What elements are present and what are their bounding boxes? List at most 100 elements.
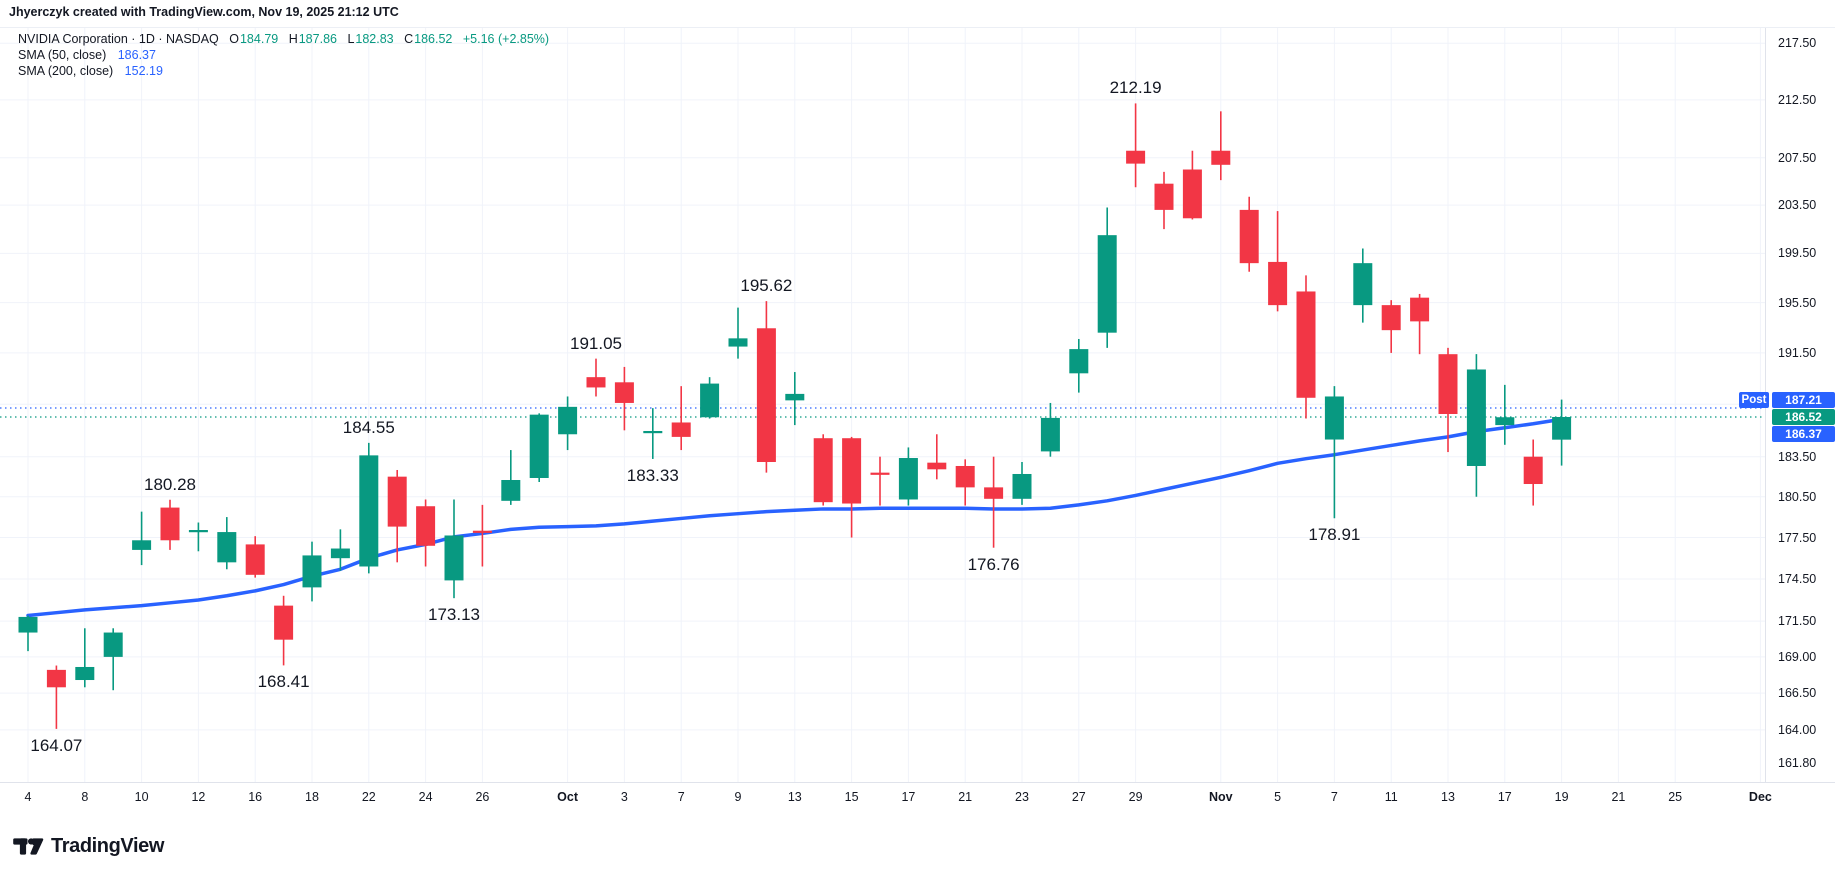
price-axis-label: 177.50 — [1778, 530, 1817, 545]
candle[interactable] — [1410, 293, 1430, 355]
time-axis-label: 27 — [1071, 790, 1086, 804]
time-axis-label: 13 — [1441, 790, 1455, 804]
candle[interactable] — [1211, 111, 1231, 181]
candle[interactable] — [984, 456, 1004, 548]
time-axis-label: 22 — [361, 790, 376, 804]
tradingview-logo[interactable]: TradingView — [12, 835, 164, 858]
candle[interactable] — [842, 436, 862, 538]
candle[interactable] — [1495, 384, 1515, 445]
time-axis-label: 13 — [787, 790, 802, 804]
price-level-annotation: 191.05 — [570, 333, 622, 353]
sma200-row: SMA (200, close) 152.19 — [18, 64, 549, 80]
change-value: +5.16 (+2.85%) — [462, 32, 550, 46]
candle[interactable] — [1126, 103, 1146, 188]
sma200-value: 152.19 — [124, 64, 163, 78]
candle[interactable] — [217, 517, 237, 570]
time-axis-label: 26 — [475, 790, 490, 804]
price-axis-label: 199.50 — [1778, 246, 1817, 261]
candle[interactable] — [529, 413, 549, 483]
candle[interactable] — [103, 628, 123, 691]
candle[interactable] — [1239, 196, 1259, 272]
candle[interactable] — [955, 459, 975, 506]
candle[interactable] — [1097, 207, 1117, 348]
candle[interactable] — [1069, 338, 1089, 393]
time-axis-label: 17 — [901, 790, 916, 804]
price-axis-label: 174.50 — [1778, 571, 1817, 586]
sma50-value: 186.37 — [117, 48, 156, 62]
candle[interactable] — [18, 615, 38, 652]
low-key: L — [347, 32, 355, 46]
sma50-label: SMA (50, close) — [18, 48, 107, 62]
low-value: 182.83 — [355, 32, 394, 46]
candle[interactable] — [870, 456, 890, 506]
candle[interactable] — [302, 541, 322, 602]
symbol-title: NVIDIA Corporation · 1D · NASDAQ — [18, 32, 219, 46]
candle[interactable] — [1381, 300, 1401, 353]
time-axis-label: Dec — [1748, 790, 1772, 804]
price-axis-label: 161.80 — [1778, 755, 1817, 770]
candle[interactable] — [898, 447, 918, 506]
candle[interactable] — [245, 536, 265, 578]
candle[interactable] — [1353, 248, 1373, 323]
high-value: 187.86 — [298, 32, 337, 46]
candle[interactable] — [1154, 171, 1174, 230]
header-divider — [0, 27, 1835, 28]
candle[interactable] — [1012, 462, 1032, 505]
attribution-text: Jhyerczyk created with TradingView.com, … — [9, 5, 399, 19]
candle[interactable] — [501, 450, 521, 505]
candle[interactable] — [927, 434, 947, 480]
candle[interactable] — [1466, 354, 1486, 497]
sma200-label: SMA (200, close) — [18, 64, 114, 78]
candle[interactable] — [756, 301, 776, 473]
candle[interactable] — [586, 358, 606, 397]
candle[interactable] — [1182, 150, 1202, 220]
close-value: 186.52 — [414, 32, 453, 46]
price-level-annotation: 178.91 — [1308, 525, 1361, 545]
candle[interactable] — [416, 499, 436, 567]
price-axis-label: 212.50 — [1778, 92, 1817, 107]
candle[interactable] — [160, 499, 180, 550]
time-axis-label: 17 — [1497, 790, 1512, 804]
candle[interactable] — [188, 522, 208, 552]
candle[interactable] — [359, 442, 379, 574]
price-axis-label: 183.50 — [1778, 449, 1817, 464]
time-axis-label: 12 — [191, 790, 206, 804]
candle[interactable] — [330, 529, 350, 571]
candle[interactable] — [46, 665, 66, 729]
high-key: H — [288, 32, 298, 46]
last-price-badge: 186.52 — [1772, 409, 1835, 425]
candle[interactable] — [1523, 439, 1543, 506]
candle[interactable] — [444, 499, 464, 599]
candle[interactable] — [1324, 386, 1344, 519]
candle[interactable] — [785, 372, 805, 426]
candle[interactable] — [558, 396, 578, 451]
price-level-annotation: 176.76 — [967, 554, 1020, 574]
candle[interactable] — [472, 504, 492, 567]
candle[interactable] — [1268, 211, 1288, 312]
price-level-annotation: 212.19 — [1109, 78, 1162, 98]
time-axis-label: 24 — [418, 790, 433, 804]
candle[interactable] — [387, 469, 407, 563]
price-axis-label: 171.50 — [1778, 614, 1817, 629]
candle[interactable] — [75, 628, 95, 688]
time-axis-border — [0, 782, 1835, 783]
candle[interactable] — [274, 595, 294, 666]
candle[interactable] — [1438, 347, 1458, 453]
candle[interactable] — [643, 408, 663, 459]
tradingview-logo-text: TradingView — [51, 835, 165, 857]
candle[interactable] — [614, 366, 634, 431]
candle[interactable] — [1552, 399, 1572, 466]
candle[interactable] — [671, 386, 691, 451]
candle[interactable] — [1296, 275, 1316, 419]
candle[interactable] — [813, 434, 833, 506]
candle[interactable] — [132, 511, 152, 566]
price-axis-label: 203.50 — [1778, 198, 1817, 213]
time-axis-label: 4 — [24, 790, 32, 804]
candle[interactable] — [1040, 402, 1060, 457]
candle[interactable] — [700, 377, 720, 419]
candle[interactable] — [728, 307, 748, 359]
time-axis-label: 25 — [1668, 790, 1683, 804]
time-axis-label: 19 — [1554, 790, 1569, 804]
